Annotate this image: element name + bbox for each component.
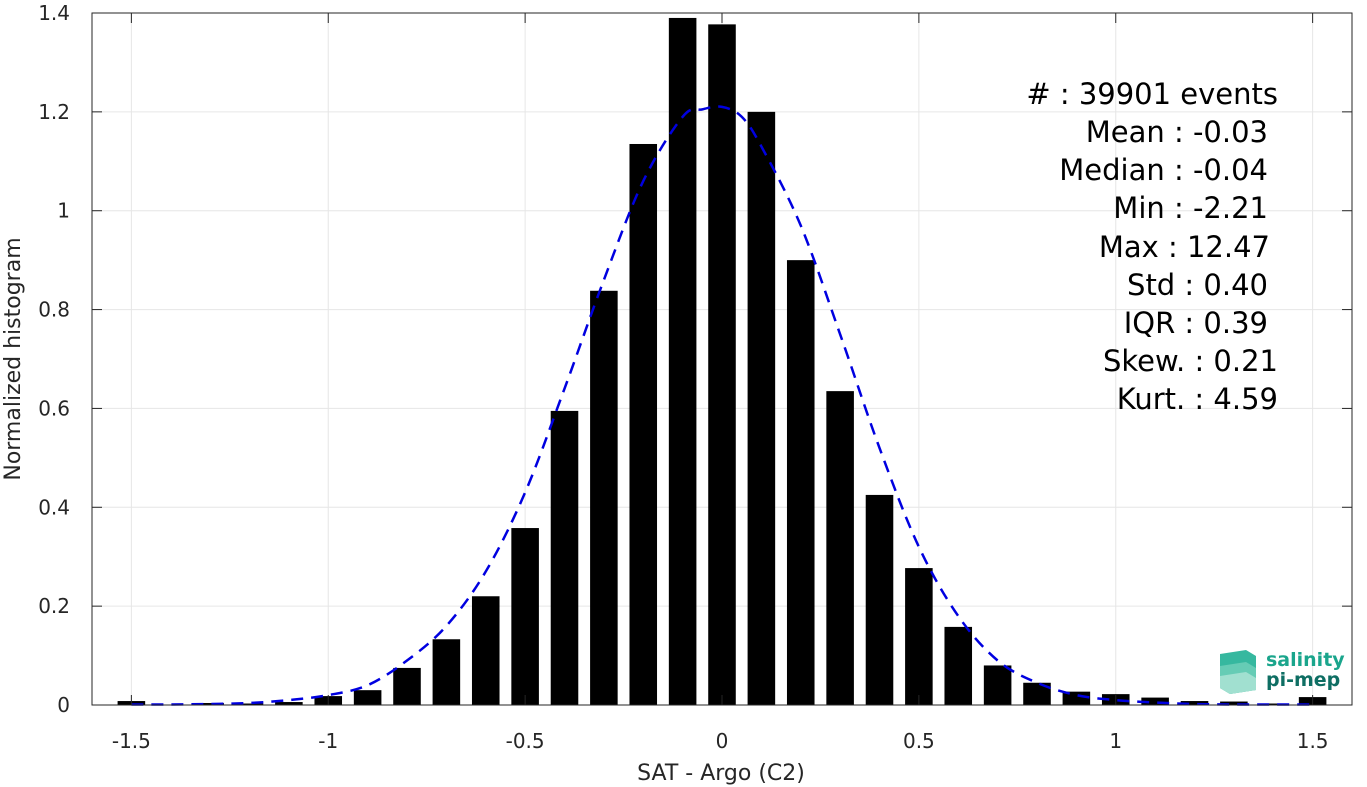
histogram-bar <box>511 528 539 705</box>
y-tick-label: 1.4 <box>38 1 70 25</box>
stat-line: Kurt. : 4.59 <box>1117 382 1278 416</box>
histogram-bar <box>668 17 697 705</box>
histogram-bar <box>1062 691 1091 705</box>
x-tick-label: 0 <box>716 729 729 753</box>
histogram-bar <box>826 391 854 705</box>
histogram-bar <box>353 690 382 705</box>
y-tick-label: 1 <box>57 199 70 223</box>
salinity-pi-mep-logo: salinity pi-mep <box>1220 649 1345 694</box>
histogram-bar <box>865 494 894 705</box>
histogram-bar <box>1259 703 1288 705</box>
histogram-bar <box>275 702 303 705</box>
histogram-bar <box>747 111 776 706</box>
y-tick-label: 0.2 <box>38 594 70 618</box>
x-tick-label: -1.5 <box>112 729 151 753</box>
x-tick-labels: -1.5 -1 -0.5 0 0.5 1 1.5 <box>112 729 1329 753</box>
stat-line: Mean : -0.03 <box>1086 115 1268 149</box>
histogram-bar <box>983 665 1012 705</box>
histogram-bar <box>708 24 736 705</box>
logo-line2: pi-mep <box>1266 669 1340 691</box>
histogram-bar <box>1141 697 1169 705</box>
y-axis-title: Normalized histogram <box>1 237 26 480</box>
histogram-bar <box>590 290 618 705</box>
stat-line: # : 39901 events <box>1026 77 1278 111</box>
histogram-bar <box>393 667 421 705</box>
x-tick-label: 1.5 <box>1297 729 1329 753</box>
x-tick-label: -0.5 <box>506 729 545 753</box>
y-tick-label: 0 <box>57 693 70 717</box>
y-tick-label: 0.4 <box>38 495 70 519</box>
stats-annotation: # : 39901 events Mean : -0.03 Median : -0.… <box>1026 77 1278 416</box>
histogram-bar <box>1180 701 1209 705</box>
histogram-bar <box>944 626 973 705</box>
logo-line1: salinity <box>1266 649 1345 671</box>
histogram-bar <box>432 639 461 705</box>
y-tick-label: 0.8 <box>38 298 70 322</box>
histogram-bar <box>1023 682 1051 705</box>
x-tick-label: -1 <box>318 729 338 753</box>
x-tick-label: 0.5 <box>903 729 935 753</box>
histogram-bar <box>471 596 500 705</box>
x-tick-label: 1 <box>1109 729 1122 753</box>
stat-line: Min : -2.21 <box>1113 191 1268 225</box>
histogram-bar <box>629 143 658 705</box>
y-tick-labels: 0 0.2 0.4 0.6 0.8 1 1.2 1.4 <box>38 1 70 717</box>
stat-line: Max : 12.47 <box>1099 230 1270 264</box>
stat-line: Median : -0.04 <box>1059 153 1268 187</box>
x-axis-title: SAT - Argo (C2) <box>637 761 805 786</box>
histogram-bar <box>1220 701 1248 705</box>
histogram-bar <box>905 568 933 705</box>
histogram-bar <box>550 410 579 705</box>
y-tick-label: 0.6 <box>38 396 70 420</box>
axis-ticks <box>92 12 1352 706</box>
stat-line: IQR : 0.39 <box>1124 306 1268 340</box>
histogram-bars <box>117 17 1327 706</box>
stat-line: Skew. : 0.21 <box>1103 344 1278 378</box>
fit-curve <box>131 105 1313 706</box>
histogram-bar <box>235 703 264 705</box>
logo-wave-icon <box>1220 650 1256 694</box>
stat-line: Std : 0.40 <box>1127 268 1268 302</box>
y-tick-label: 1.2 <box>38 100 70 124</box>
histogram-bar <box>786 260 815 705</box>
histogram-bar <box>196 703 224 705</box>
